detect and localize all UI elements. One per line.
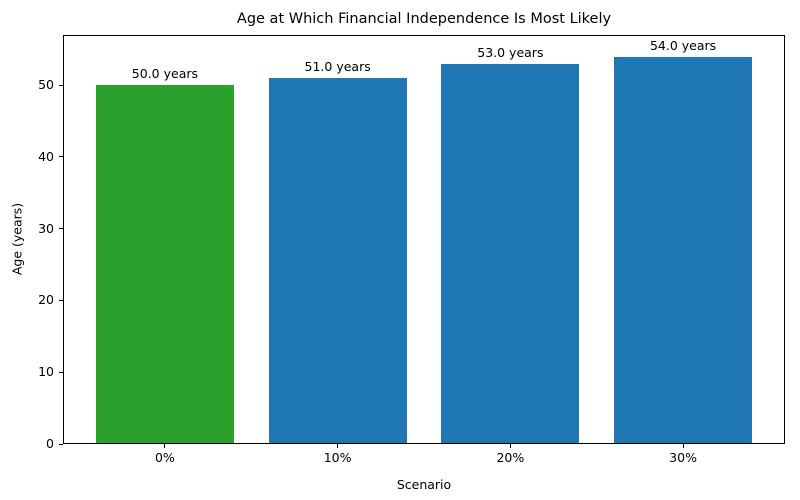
y-tick-label: 20 [38,292,54,308]
x-tick-mark [682,444,684,448]
x-axis-label: Scenario [396,477,452,492]
y-tick-label: 40 [38,148,54,164]
bar-20% [441,63,580,444]
x-tick-label: 20% [496,450,525,465]
x-tick-mark [337,444,339,448]
bar-10% [268,78,407,444]
bar-value-label: 54.0 years [649,37,717,53]
bar-value-label: 51.0 years [304,59,371,75]
x-tick-label: 0% [154,450,175,465]
x-tick-mark [164,444,166,448]
bar-value-label: 50.0 years [131,66,199,82]
y-tick-mark [59,443,63,445]
y-tick-label: 0 [46,436,54,451]
x-tick-label: 10% [323,450,352,465]
x-tick-label: 30% [669,450,697,465]
y-tick-label: 30 [38,220,54,236]
bar-value-label: 53.0 years [477,44,544,60]
y-tick-mark [59,156,63,158]
bar-0% [95,85,234,444]
y-axis-label: Age (years) [9,202,25,276]
chart-title: Age at Which Financial Independence Is M… [236,11,612,27]
y-tick-mark [59,84,63,86]
y-tick-mark [59,299,63,301]
x-tick-mark [509,444,511,448]
y-tick-label: 10 [38,364,54,380]
bar-30% [614,56,753,444]
y-tick-label: 50 [38,77,54,93]
y-tick-mark [59,228,63,230]
y-tick-mark [59,371,63,373]
